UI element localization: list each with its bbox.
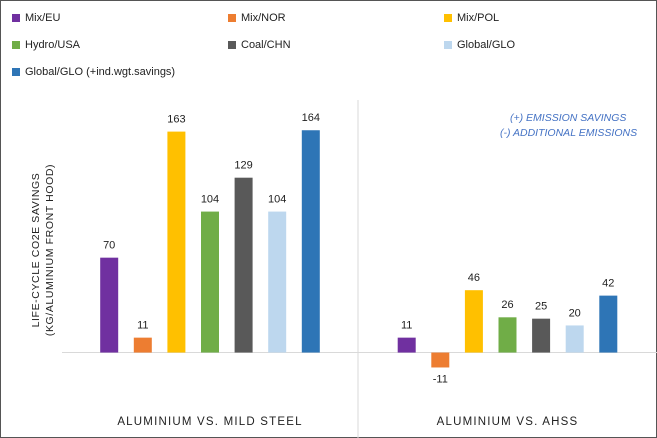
data-label: -11 — [433, 373, 448, 385]
data-label: 26 — [501, 299, 513, 311]
data-label: 46 — [468, 272, 480, 284]
x-tick-label: ALUMINIUM VS. AHSS — [437, 416, 579, 428]
data-label: 11 — [137, 320, 148, 332]
legend-swatch — [12, 68, 20, 76]
legend-label: Global/GLO — [457, 39, 516, 51]
annotation: (+) EMISSION SAVINGS — [510, 112, 626, 124]
bar — [431, 352, 450, 368]
bar — [532, 318, 551, 353]
legend-swatch — [12, 41, 20, 49]
legend-label: Mix/POL — [457, 12, 499, 24]
data-label: 42 — [602, 278, 614, 290]
legend-swatch — [444, 14, 452, 22]
x-tick-label: ALUMINIUM VS. MILD STEEL — [117, 416, 302, 428]
y-axis-label: (KG/ALUMINIUM FRONT HOOD) — [44, 164, 56, 336]
legend-swatch — [444, 41, 452, 49]
bar — [397, 337, 416, 353]
bar — [100, 257, 119, 353]
data-label: 25 — [535, 301, 547, 313]
data-label: 70 — [103, 240, 115, 252]
data-label: 11 — [401, 320, 412, 332]
legend-label: Mix/NOR — [241, 12, 286, 24]
bar — [234, 177, 253, 353]
data-label: 163 — [167, 114, 185, 126]
legend-label: Global/GLO (+ind.wgt.savings) — [25, 66, 175, 78]
bar — [133, 337, 152, 353]
data-label: 104 — [201, 193, 219, 205]
legend-swatch — [228, 41, 236, 49]
y-axis-label: LIFE-CYCLE CO2E SAVINGS — [30, 173, 42, 328]
bar — [565, 325, 584, 353]
bar — [268, 211, 287, 353]
data-label: 20 — [569, 307, 581, 319]
annotation: (-) ADDITIONAL EMISSIONS — [500, 127, 637, 139]
legend-swatch — [12, 14, 20, 22]
data-label: 164 — [302, 112, 320, 124]
bar — [201, 211, 219, 353]
bar — [464, 290, 483, 353]
legend-label: Hydro/USA — [25, 39, 81, 51]
legend-label: Mix/EU — [25, 12, 61, 24]
bar — [167, 131, 186, 353]
bar — [599, 295, 618, 353]
legend-swatch — [228, 14, 236, 22]
bar — [301, 130, 320, 353]
legend-label: Coal/CHN — [241, 39, 291, 51]
data-label: 104 — [268, 193, 286, 205]
data-label: 129 — [234, 160, 252, 172]
bar — [498, 317, 517, 353]
